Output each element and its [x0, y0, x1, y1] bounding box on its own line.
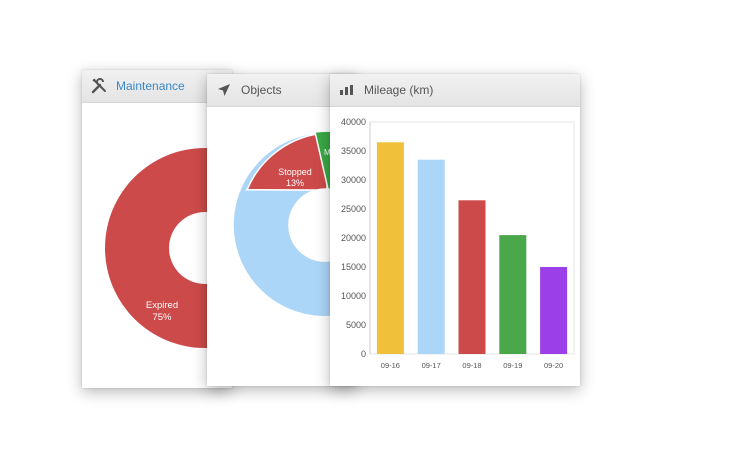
navigation-arrow-icon: [215, 81, 233, 99]
mileage-x-tick-label: 09-17: [422, 361, 441, 370]
objects-stopped-percent: 13%: [286, 178, 304, 188]
mileage-y-tick-label: 20000: [341, 233, 366, 243]
tools-icon: [90, 77, 108, 95]
mileage-x-tick-label: 09-19: [503, 361, 522, 370]
mileage-chart: 0 5000 10000 15000 20000 25000 30000 35000 40000…: [341, 117, 575, 370]
maintenance-title[interactable]: Maintenance: [116, 79, 185, 93]
mileage-x-tick-label: 09-20: [544, 361, 563, 370]
mileage-y-tick-label: 40000: [341, 117, 366, 127]
mileage-x-tick-label: 09-16: [381, 361, 400, 370]
mileage-bar-09-18: [458, 200, 486, 354]
mileage-bar-09-19: [499, 235, 527, 354]
mileage-bar-09-20: [540, 267, 568, 354]
bar-chart-icon: [338, 81, 356, 99]
mileage-y-tick-label: 15000: [341, 262, 366, 272]
mileage-header: Mileage (km): [330, 74, 580, 107]
mileage-card: Mileage (km) 0 5000 10000 15000 20000 25000 30…: [330, 74, 580, 386]
objects-stopped-label: Stopped: [278, 167, 312, 177]
mileage-y-tick-label: 30000: [341, 175, 366, 185]
objects-title[interactable]: Objects: [241, 83, 282, 97]
objects-moving-label: M: [324, 148, 331, 157]
mileage-y-tick-label: 25000: [341, 204, 366, 214]
maintenance-expired-label: Expired: [146, 300, 178, 311]
mileage-y-tick-label: 0: [361, 349, 366, 359]
mileage-y-tick-label: 5000: [346, 320, 366, 330]
mileage-bar-09-17: [417, 159, 445, 354]
objects-donut-segment-idle: [232, 132, 357, 318]
objects-donut-segment-stopped: [246, 132, 328, 191]
mileage-title[interactable]: Mileage (km): [364, 83, 434, 97]
mileage-y-tick-label: 35000: [341, 146, 366, 156]
mileage-bar-09-16: [376, 142, 404, 354]
maintenance-expired-percent: 75%: [152, 312, 172, 323]
mileage-x-tick-label: 09-18: [462, 361, 481, 370]
maintenance-donut-segment-expired: [105, 148, 232, 348]
mileage-y-tick-label: 10000: [341, 291, 366, 301]
